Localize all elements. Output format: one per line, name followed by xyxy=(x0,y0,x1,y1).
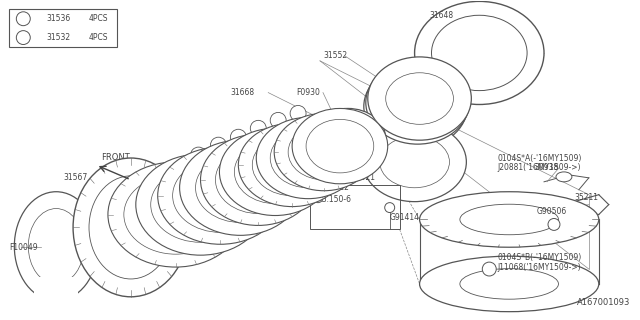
Text: E00612: E00612 xyxy=(320,183,349,192)
Ellipse shape xyxy=(196,153,285,222)
Text: F10049: F10049 xyxy=(10,243,38,252)
Ellipse shape xyxy=(256,117,360,199)
Circle shape xyxy=(270,112,286,128)
Circle shape xyxy=(483,262,496,276)
Text: FIG.150-6: FIG.150-6 xyxy=(314,195,351,204)
Ellipse shape xyxy=(180,140,301,235)
Text: 2: 2 xyxy=(21,35,26,41)
Text: 2: 2 xyxy=(216,143,220,148)
Bar xyxy=(38,277,74,297)
Ellipse shape xyxy=(238,123,346,207)
Text: 1: 1 xyxy=(276,118,280,123)
Text: G91414: G91414 xyxy=(390,213,420,222)
Ellipse shape xyxy=(460,269,559,299)
Text: A167001093: A167001093 xyxy=(577,298,630,307)
Text: 31567: 31567 xyxy=(63,173,88,182)
Ellipse shape xyxy=(220,128,331,215)
Text: 1: 1 xyxy=(236,135,240,140)
Ellipse shape xyxy=(368,57,471,140)
Ellipse shape xyxy=(364,65,467,148)
Circle shape xyxy=(250,120,266,136)
Circle shape xyxy=(230,129,246,145)
Text: 1: 1 xyxy=(196,153,200,157)
Text: 31648: 31648 xyxy=(429,11,454,20)
Ellipse shape xyxy=(157,147,283,244)
Ellipse shape xyxy=(200,134,316,225)
Ellipse shape xyxy=(108,162,243,267)
Circle shape xyxy=(17,31,30,44)
Ellipse shape xyxy=(310,108,386,168)
Circle shape xyxy=(191,147,207,163)
Ellipse shape xyxy=(252,134,332,196)
Bar xyxy=(35,284,78,309)
Ellipse shape xyxy=(415,1,544,105)
Text: 31536: 31536 xyxy=(46,14,70,23)
Bar xyxy=(10,9,117,47)
Ellipse shape xyxy=(89,176,173,279)
Text: J11068('16MY1509->): J11068('16MY1509->) xyxy=(497,263,581,272)
Ellipse shape xyxy=(173,159,268,232)
Ellipse shape xyxy=(420,256,599,312)
Ellipse shape xyxy=(288,124,360,180)
Ellipse shape xyxy=(306,119,374,173)
Ellipse shape xyxy=(363,122,467,202)
Text: 0104S*A(-'16MY1509): 0104S*A(-'16MY1509) xyxy=(497,154,582,163)
Text: 2: 2 xyxy=(296,111,300,116)
Ellipse shape xyxy=(556,172,572,182)
Ellipse shape xyxy=(124,175,227,254)
Ellipse shape xyxy=(234,140,316,204)
Circle shape xyxy=(313,193,323,203)
Text: 31532: 31532 xyxy=(46,33,70,42)
Text: 31552: 31552 xyxy=(323,52,347,60)
Ellipse shape xyxy=(216,146,301,213)
Ellipse shape xyxy=(420,192,599,247)
Text: 0104S*B(-'16MY1509): 0104S*B(-'16MY1509) xyxy=(497,253,582,262)
Ellipse shape xyxy=(324,120,372,156)
Ellipse shape xyxy=(460,204,559,235)
Ellipse shape xyxy=(270,128,346,188)
Circle shape xyxy=(290,106,306,121)
Circle shape xyxy=(17,12,30,26)
Text: 4PCS: 4PCS xyxy=(88,14,108,23)
Text: 30938: 30938 xyxy=(534,164,558,172)
Circle shape xyxy=(385,203,395,212)
Ellipse shape xyxy=(380,136,449,188)
Text: G90506: G90506 xyxy=(537,207,567,216)
Ellipse shape xyxy=(274,113,374,191)
Ellipse shape xyxy=(136,154,265,255)
Text: 31521: 31521 xyxy=(352,173,376,182)
Ellipse shape xyxy=(366,61,469,144)
Ellipse shape xyxy=(381,81,449,132)
Bar xyxy=(310,185,399,229)
Circle shape xyxy=(211,137,227,153)
Text: 31668: 31668 xyxy=(230,88,255,97)
Text: FRONT: FRONT xyxy=(102,153,131,162)
Ellipse shape xyxy=(386,73,453,124)
Ellipse shape xyxy=(292,108,388,184)
Text: 35211: 35211 xyxy=(575,193,599,202)
Text: 4PCS: 4PCS xyxy=(88,33,108,42)
Ellipse shape xyxy=(384,77,451,128)
Ellipse shape xyxy=(151,167,250,242)
Ellipse shape xyxy=(431,15,527,91)
Text: 2: 2 xyxy=(256,126,260,131)
Text: J20881('16MY1509->): J20881('16MY1509->) xyxy=(497,164,580,172)
Circle shape xyxy=(548,219,560,230)
Text: 1: 1 xyxy=(21,16,26,22)
Text: F0930: F0930 xyxy=(296,88,320,97)
Ellipse shape xyxy=(73,158,189,297)
